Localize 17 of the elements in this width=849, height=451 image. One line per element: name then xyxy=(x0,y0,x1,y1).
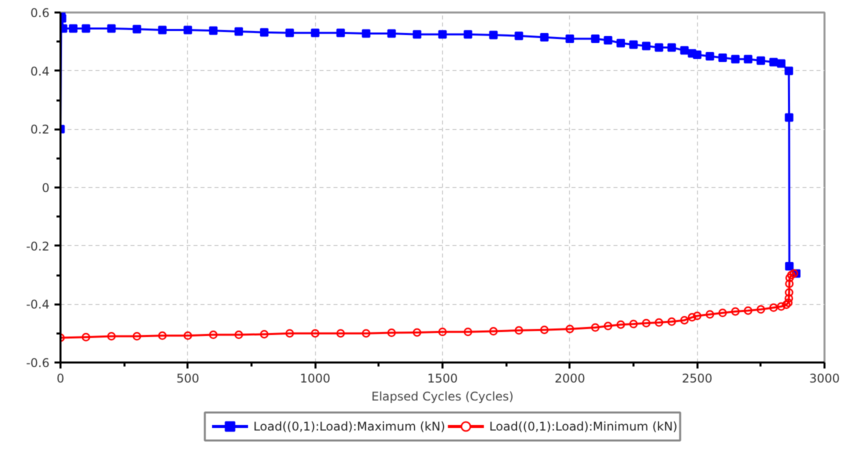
x-axis-title: Elapsed Cycles (Cycles) xyxy=(371,390,514,404)
x-tick-label: 2500 xyxy=(682,372,712,386)
x-tick-label: 3000 xyxy=(809,372,840,386)
legend-label: Load((0,1):Load):Minimum (kN) xyxy=(489,420,678,434)
y-tick-label: 0.6 xyxy=(30,6,50,20)
x-tick-label: 2000 xyxy=(554,372,586,386)
x-tick-label: 1000 xyxy=(300,372,330,386)
y-tick-label: 0.4 xyxy=(30,64,50,78)
x-tick-label: 500 xyxy=(176,372,200,386)
y-tick-label: -0.4 xyxy=(26,298,50,312)
y-tick-label: -0.6 xyxy=(26,356,50,370)
legend-label: Load((0,1):Load):Maximum (kN) xyxy=(253,420,446,434)
y-tick-label: -0.2 xyxy=(26,239,50,254)
y-tick-label: 0.2 xyxy=(30,122,50,137)
x-tick-label: 0 xyxy=(56,372,64,386)
x-tick-label: 1500 xyxy=(427,372,458,386)
y-tick-label: 0 xyxy=(42,181,50,195)
